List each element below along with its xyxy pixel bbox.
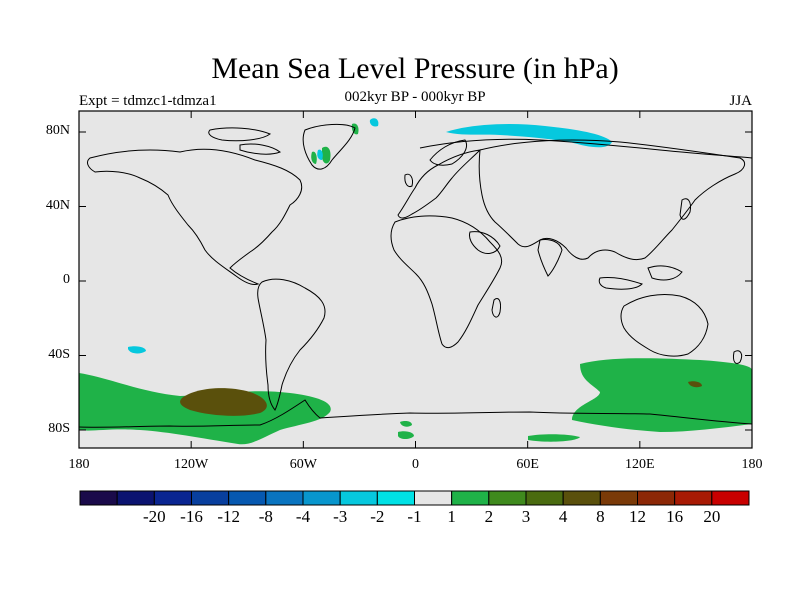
y-tick-label: 0 <box>63 272 70 287</box>
colorbar-swatch <box>265 490 304 506</box>
colorbar <box>79 490 750 506</box>
colorbar-swatch <box>228 490 267 506</box>
coastline-greenland <box>302 123 356 170</box>
coastline-asia <box>478 139 746 261</box>
x-tick-label: 60E <box>516 457 539 472</box>
colorbar-swatch <box>674 490 713 506</box>
colorbar-swatch <box>116 490 155 506</box>
x-tick-label: 60W <box>289 457 317 472</box>
colorbar-label: 4 <box>558 507 568 526</box>
colorbar-label: -20 <box>142 507 166 526</box>
colorbar-swatch <box>599 490 638 506</box>
colorbar-swatch <box>302 490 341 506</box>
colorbar-swatch <box>525 490 564 506</box>
x-tick-label: 0 <box>412 457 419 472</box>
map-subtitle: 002kyr BP - 000kyr BP <box>344 89 486 105</box>
y-tick-label: 40S <box>48 346 70 362</box>
colorbar-label: -16 <box>180 507 203 526</box>
colorbar-label: 1 <box>447 507 456 526</box>
colorbar-swatch <box>414 490 453 506</box>
colorbar-label: 20 <box>703 507 721 526</box>
strong-positive-core <box>180 388 267 416</box>
colorbar-swatch <box>153 490 192 506</box>
strong-positive-core-east <box>688 381 702 388</box>
colorbar-swatch <box>339 490 378 506</box>
colorbar-label: -2 <box>370 507 385 526</box>
coastline-australia <box>620 293 709 357</box>
colorbar-label: -8 <box>258 507 273 526</box>
coastline-north-america <box>87 148 303 285</box>
colorbar-swatch <box>637 490 676 506</box>
colorbar-swatch <box>562 490 601 506</box>
colorbar-label: -3 <box>333 507 348 526</box>
colorbar-label: 8 <box>596 507 605 526</box>
colorbar-label: 12 <box>629 507 646 526</box>
colorbar-swatch <box>79 490 118 506</box>
colorbar-label: -1 <box>407 507 422 526</box>
coastline-arctic <box>419 138 752 159</box>
x-tick-label: 180 <box>68 457 90 472</box>
y-tick-label: 80N <box>45 123 70 138</box>
colorbar-label: 16 <box>666 507 684 526</box>
colorbar-label: 2 <box>484 507 494 526</box>
colorbar-swatch <box>488 490 527 506</box>
colorbar-swatch <box>191 490 230 506</box>
colorbar-swatch <box>711 490 750 506</box>
colorbar-label: -4 <box>295 507 311 526</box>
y-tick-label: 40N <box>45 197 70 213</box>
coastline-europe <box>397 149 482 219</box>
coastline-south-america <box>257 278 326 411</box>
colorbar-swatch <box>451 490 490 506</box>
colorbar-label: -12 <box>217 507 240 526</box>
map-title: Mean Sea Level Pressure (in hPa) <box>211 52 619 85</box>
season-label: JJA <box>729 93 752 109</box>
coastline-antarctica <box>79 399 752 428</box>
axis-ticks <box>78 111 753 448</box>
colorbar-swatch <box>376 490 416 506</box>
x-tick-label: 180 <box>741 457 763 472</box>
colorbar-label: 3 <box>521 507 531 526</box>
coastlines <box>79 123 752 428</box>
experiment-label: Expt = tdmzc1-tdmza1 <box>79 93 217 109</box>
x-tick-label: 120W <box>174 457 209 472</box>
x-tick-label: 120E <box>625 457 655 472</box>
y-tick-label: 80S <box>48 421 70 436</box>
